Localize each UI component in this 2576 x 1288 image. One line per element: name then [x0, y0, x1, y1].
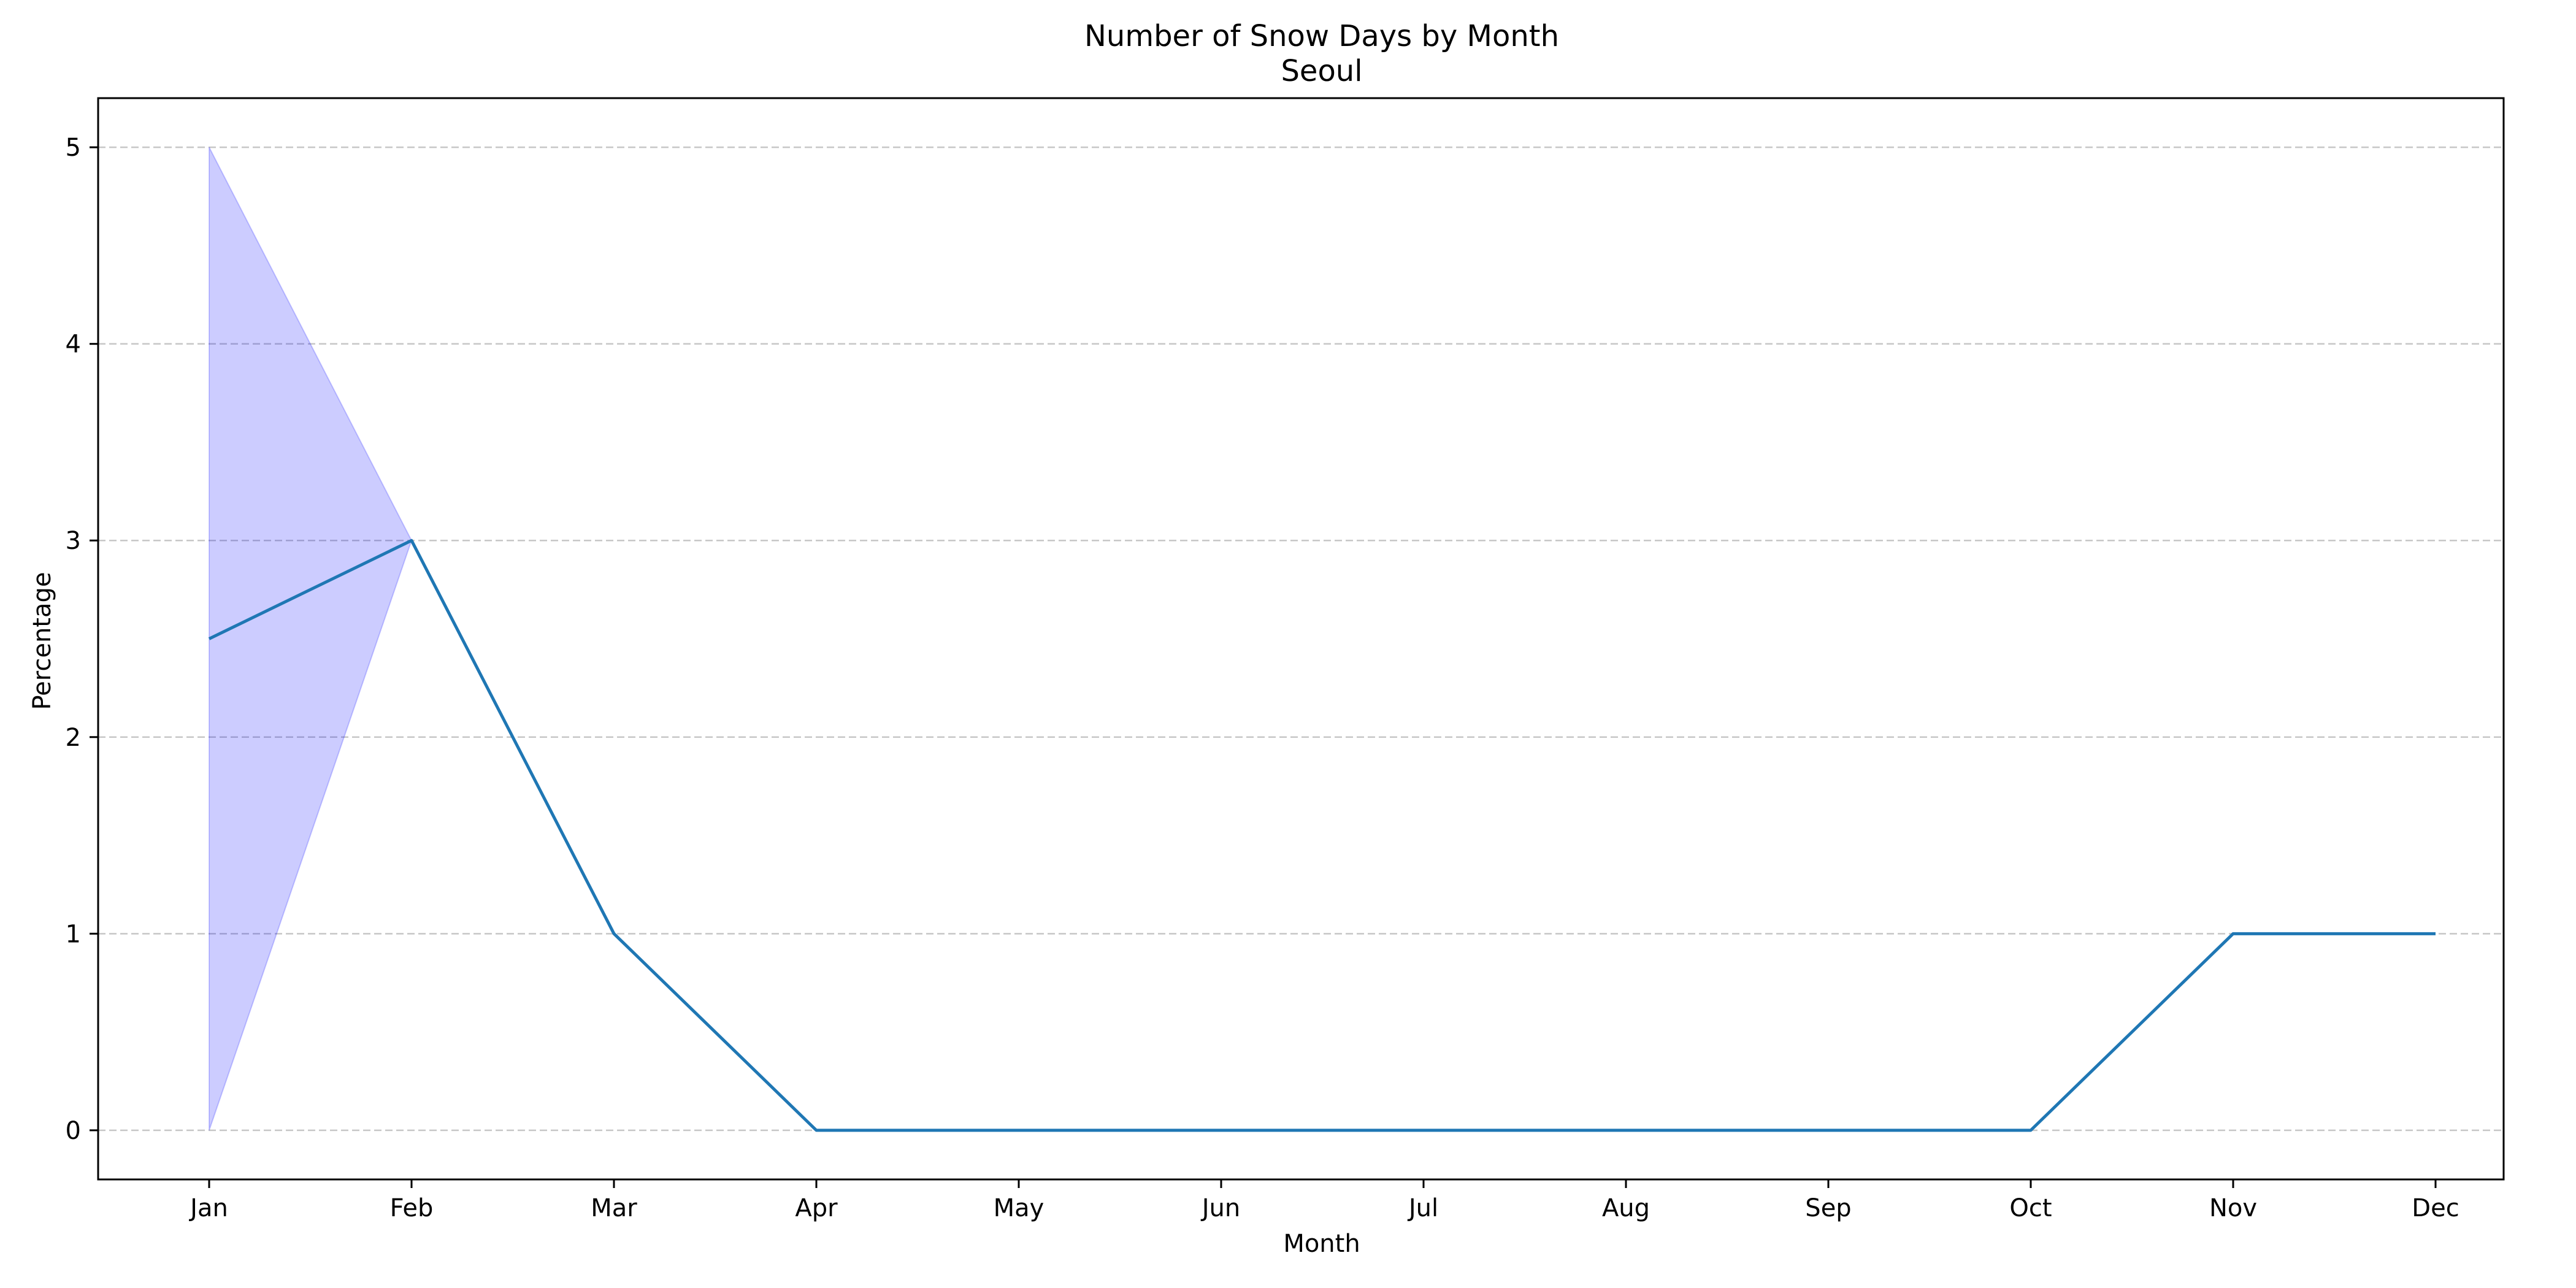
y-tick-label-1: 1: [66, 920, 81, 948]
y-tick-label-0: 0: [66, 1117, 81, 1145]
series-line-0: [208, 539, 2436, 1132]
y-axis-ticks: 0 1 2 3 4 5: [66, 134, 98, 1145]
x-tick-label-aug: Aug: [1602, 1194, 1650, 1222]
plot-frame: [97, 97, 2505, 1181]
x-tick-label-jan: Jan: [188, 1194, 228, 1222]
x-axis-label: Month: [1283, 1230, 1360, 1258]
x-tick-label-feb: Feb: [390, 1194, 434, 1222]
y-tick-label-4: 4: [66, 331, 81, 359]
x-tick-label-jun: Jun: [1200, 1194, 1241, 1222]
series-lines: [208, 539, 2436, 1132]
x-tick-label-dec: Dec: [2412, 1194, 2459, 1222]
y-axis-label: Percentage: [28, 572, 56, 710]
chart-title: Number of Snow Days by Month: [1084, 19, 1559, 53]
x-tick-label-nov: Nov: [2209, 1194, 2257, 1222]
y-tick-label-3: 3: [66, 527, 81, 555]
y-tick-label-2: 2: [66, 724, 81, 752]
grid-lines: [98, 146, 2504, 1132]
y-tick-label-5: 5: [66, 134, 81, 162]
x-axis-ticks: Jan Feb Mar Apr May Jun Jul Aug Sep Oct Nov Dec: [188, 1179, 2459, 1222]
chart-subtitle: Seoul: [1281, 54, 1362, 88]
x-tick-label-apr: Apr: [795, 1194, 838, 1222]
x-tick-label-oct: Oct: [2009, 1194, 2052, 1222]
x-tick-label-jul: Jul: [1407, 1194, 1438, 1222]
x-tick-label-sep: Sep: [1805, 1194, 1851, 1222]
x-tick-label-mar: Mar: [591, 1194, 637, 1222]
x-tick-label-may: May: [994, 1194, 1045, 1222]
